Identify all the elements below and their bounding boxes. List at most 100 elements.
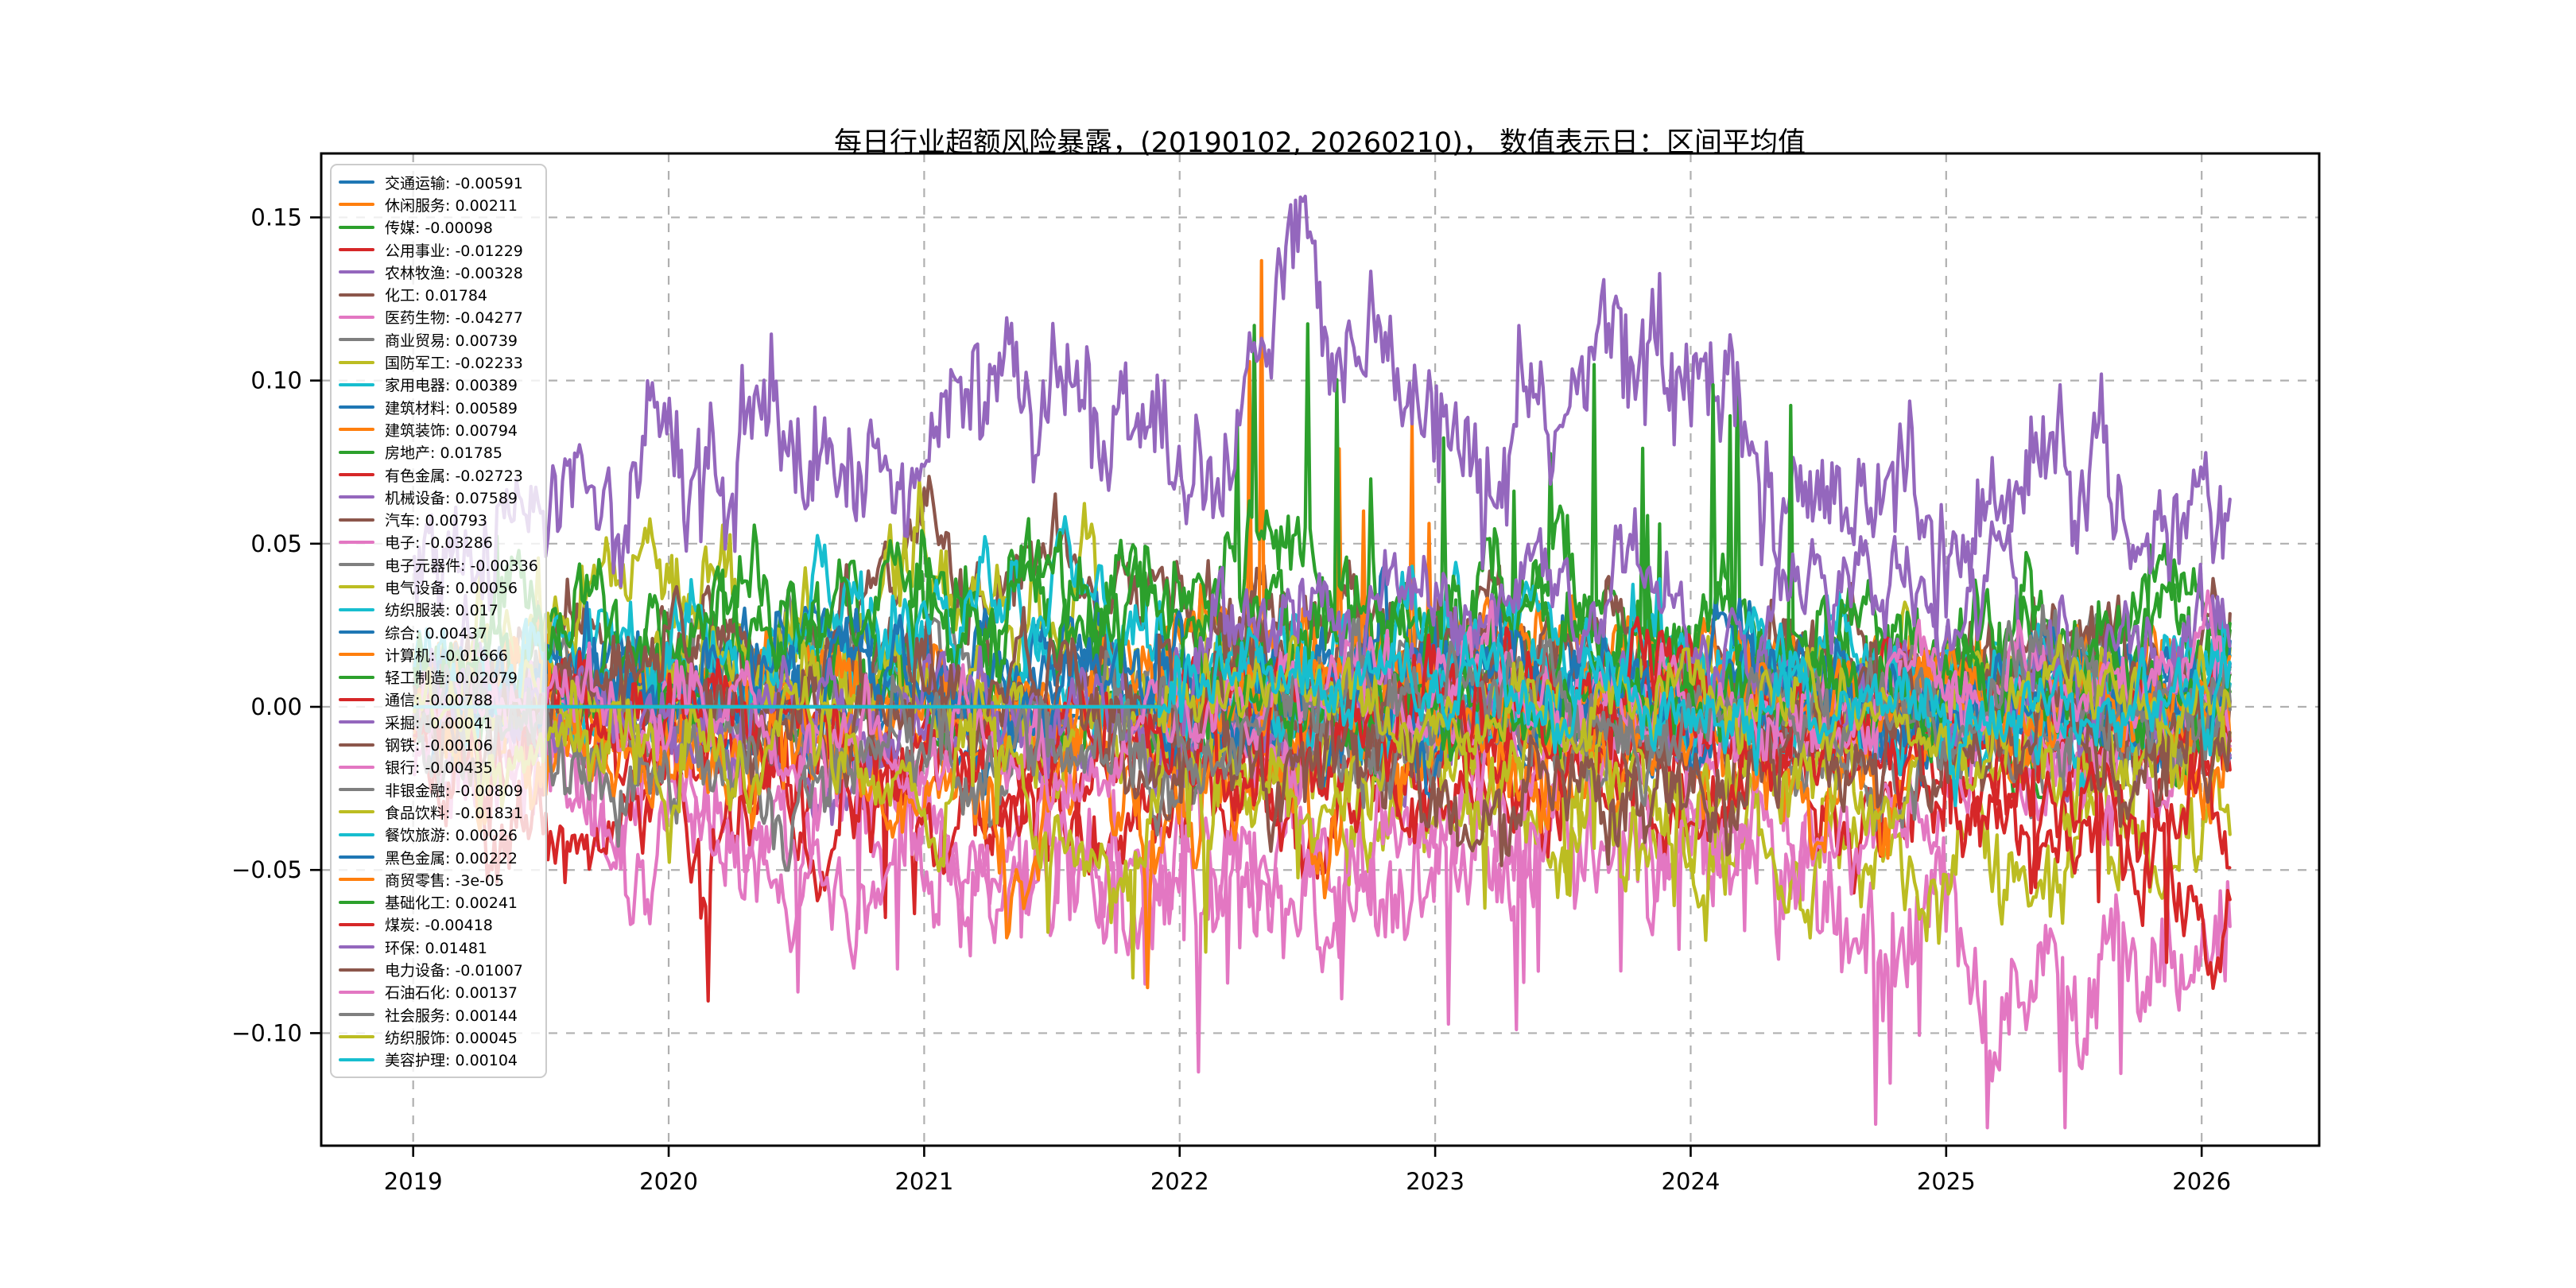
legend-swatch (339, 1035, 374, 1039)
legend-box: 交通运输: -0.00591 休闲服务: 0.00211 传媒: -0.00098 公… (330, 164, 547, 1078)
legend-label: 电气设备: 0.00056 (385, 579, 518, 597)
series-line-机械设备 (413, 194, 2232, 652)
legend-label: 钢铁: -0.00106 (385, 737, 493, 755)
legend-swatch (339, 630, 374, 634)
legend-swatch (339, 1057, 374, 1061)
legend-label: 汽车: 0.00793 (385, 512, 488, 530)
legend-item: 纺织服饰: 0.00045 (339, 1026, 545, 1048)
legend-item: 电子: -0.03286 (339, 531, 545, 553)
legend-item: 采掘: -0.00041 (339, 711, 545, 733)
legend-swatch (339, 968, 374, 972)
legend-label: 休闲服务: 0.00211 (385, 196, 518, 215)
legend-label: 公用事业: -0.01229 (385, 242, 523, 260)
legend-swatch (339, 270, 374, 274)
legend-swatch (339, 697, 374, 701)
legend-label: 农林牧渔: -0.00328 (385, 264, 523, 282)
legend-item: 黑色金属: 0.00222 (339, 846, 545, 868)
legend-label: 计算机: -0.01666 (385, 646, 508, 665)
legend-item: 商贸零售: -3e-05 (339, 868, 545, 890)
legend-item: 电子元器件: -0.00336 (339, 553, 545, 576)
legend-label: 社会服务: 0.00144 (385, 1007, 518, 1025)
series-line-电子 (413, 631, 2232, 1074)
legend-item: 有色金属: -0.02723 (339, 464, 545, 486)
legend-item: 钢铁: -0.00106 (339, 733, 545, 755)
legend-item: 农林牧渔: -0.00328 (339, 261, 545, 283)
legend-swatch (339, 945, 374, 949)
legend-label: 交通运输: -0.00591 (385, 174, 523, 192)
legend-label: 采掘: -0.00041 (385, 714, 493, 732)
legend-swatch (339, 810, 374, 814)
legend-swatch (339, 675, 374, 679)
legend-item: 纺织服装: 0.017 (339, 599, 545, 621)
legend-swatch (339, 360, 374, 364)
legend-item: 通信: -0.00788 (339, 689, 545, 711)
y-tick-label: 0.00 (250, 693, 302, 720)
legend-swatch (339, 382, 374, 386)
legend-swatch (339, 720, 374, 724)
legend-label: 传媒: -0.00098 (385, 219, 493, 238)
legend-swatch (339, 1013, 374, 1017)
legend-label: 医药生物: -0.04277 (385, 309, 523, 328)
legend-item: 社会服务: 0.00144 (339, 1003, 545, 1026)
y-tick-label: −0.05 (231, 856, 302, 883)
legend-label: 黑色金属: 0.00222 (385, 849, 518, 867)
legend-swatch (339, 607, 374, 611)
legend-label: 纺织服装: 0.017 (385, 602, 499, 620)
legend-item: 餐饮旅游: 0.00026 (339, 824, 545, 846)
legend-item: 房地产: 0.01785 (339, 441, 545, 464)
legend-swatch (339, 518, 374, 522)
legend-item: 公用事业: -0.01229 (339, 239, 545, 261)
legend-item: 交通运输: -0.00591 (339, 171, 545, 193)
series-line-医药生物 (413, 651, 2232, 1130)
legend-swatch (339, 922, 374, 926)
legend-item: 建筑材料: 0.00589 (339, 396, 545, 418)
legend-swatch (339, 832, 374, 836)
legend-label: 有色金属: -0.02723 (385, 467, 523, 485)
legend-label: 非银金融: -0.00809 (385, 782, 523, 800)
x-tick-label: 2026 (2172, 1168, 2231, 1195)
x-tick-label: 2024 (1662, 1168, 1721, 1195)
legend-item: 国防军工: -0.02233 (339, 351, 545, 373)
legend-label: 基础化工: 0.00241 (385, 894, 518, 913)
legend-label: 商业贸易: 0.00739 (385, 332, 518, 350)
x-tick-label: 2019 (384, 1168, 443, 1195)
legend-item: 机械设备: 0.07589 (339, 486, 545, 508)
legend-item: 综合: 0.00437 (339, 621, 545, 643)
legend-item: 休闲服务: 0.00211 (339, 193, 545, 215)
legend-swatch (339, 248, 374, 252)
x-tick-label: 2025 (1917, 1168, 1976, 1195)
legend-label: 煤炭: -0.00418 (385, 917, 493, 935)
legend-swatch (339, 540, 374, 544)
legend-item: 环保: 0.01481 (339, 936, 545, 958)
y-tick-label: 0.15 (250, 204, 302, 231)
axes: 2019 2020 2021 2022 2023 2024 2025 2026 0.15 0.10… (231, 204, 2231, 1195)
legend-item: 传媒: -0.00098 (339, 216, 545, 239)
legend-label: 通信: -0.00788 (385, 692, 493, 710)
legend-swatch (339, 743, 374, 747)
legend-item: 建筑装饰: 0.00794 (339, 418, 545, 440)
legend-swatch (339, 450, 374, 454)
legend-swatch (339, 765, 374, 769)
legend-swatch (339, 225, 374, 229)
legend-swatch (339, 653, 374, 657)
legend-item: 银行: -0.00435 (339, 756, 545, 778)
legend-label: 银行: -0.00435 (385, 759, 493, 778)
legend-item: 基础化工: 0.00241 (339, 891, 545, 914)
series-lines (413, 194, 2232, 1130)
legend-swatch (339, 405, 374, 409)
legend-label: 化工: 0.01784 (385, 287, 488, 305)
legend-item: 煤炭: -0.00418 (339, 914, 545, 936)
legend-item: 化工: 0.01784 (339, 283, 545, 305)
legend-swatch (339, 315, 374, 319)
legend-item: 家用电器: 0.00389 (339, 374, 545, 396)
legend-item: 石油石化: 0.00137 (339, 981, 545, 1003)
legend-swatch (339, 338, 374, 342)
legend-label: 建筑装饰: 0.00794 (385, 421, 518, 440)
x-tick-label: 2023 (1406, 1168, 1465, 1195)
legend-label: 美容护理: 0.00104 (385, 1052, 518, 1070)
legend-item: 食品饮料: -0.01831 (339, 801, 545, 823)
legend-label: 食品饮料: -0.01831 (385, 804, 523, 822)
legend-item: 电力设备: -0.01007 (339, 958, 545, 980)
